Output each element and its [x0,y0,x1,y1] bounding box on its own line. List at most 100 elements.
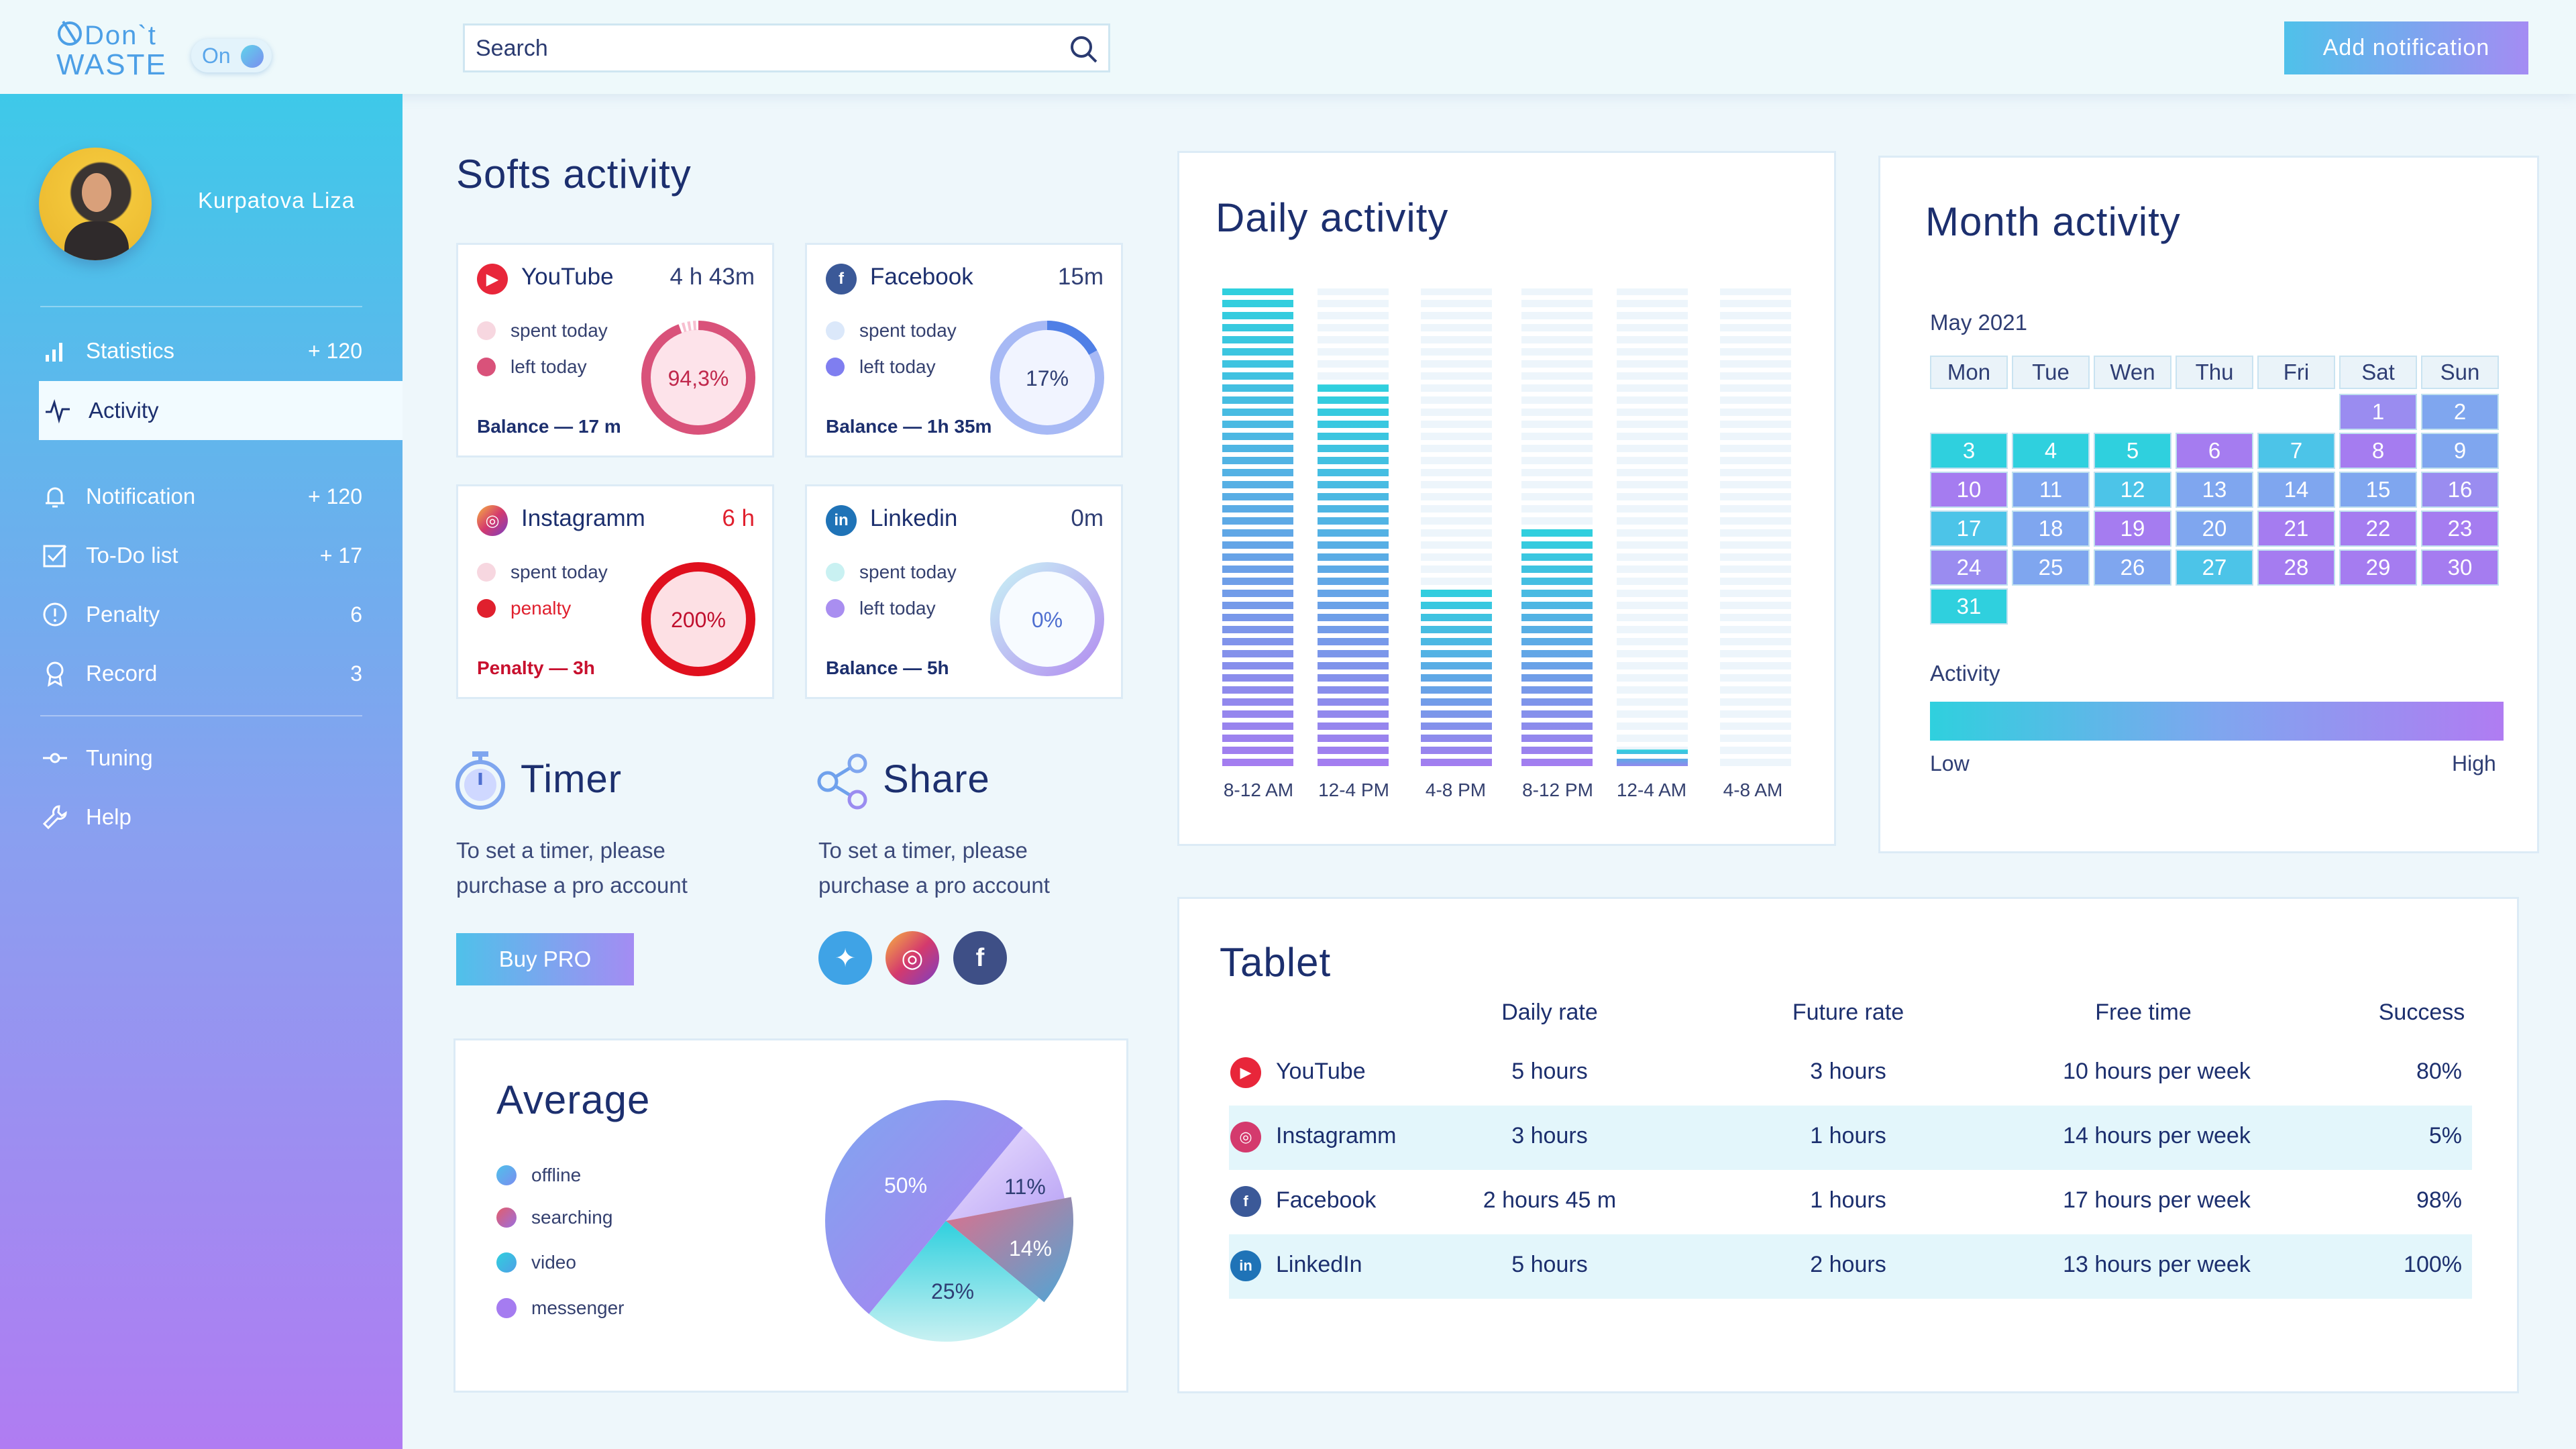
sidebar-item-record[interactable]: Record 3 [40,653,362,694]
usage-ring: 200% [641,562,755,676]
legend-spent: spent today [826,320,957,341]
calendar-day[interactable]: 5 [2094,433,2171,469]
soft-card-instagram[interactable]: ◎ Instagramm 6 h spent today penalty Pen… [456,484,774,699]
add-notification-button[interactable]: Add notification [2284,21,2528,74]
calendar-day[interactable]: 11 [2012,472,2090,508]
calendar-day[interactable]: 13 [2176,472,2253,508]
calendar-day[interactable]: 1 [2339,394,2417,430]
table-row[interactable]: f Facebook 2 hours 45 m 1 hours 17 hours per… [1229,1170,2472,1234]
search-input[interactable] [476,34,1053,63]
ring-progress-arc [641,321,755,435]
calendar-day[interactable]: 2 [2421,394,2499,430]
search-box[interactable] [463,23,1110,72]
bar-stripe [1222,754,1799,759]
calendar-day[interactable]: 21 [2257,511,2335,547]
ring-label: 200% [671,608,726,632]
cell-future-rate: 1 hours [1810,1187,1886,1213]
calendar-day[interactable]: 27 [2176,549,2253,586]
soft-balance: Balance — 5h [826,657,949,678]
bar-stripe [1222,742,1799,747]
calendar-day[interactable]: 23 [2421,511,2499,547]
app-logo[interactable]: Don`t WASTE [54,16,201,80]
youtube-icon: ▶ [477,264,508,294]
avatar[interactable] [39,148,152,260]
calendar-day[interactable]: 28 [2257,549,2335,586]
calendar-day[interactable]: 9 [2421,433,2499,469]
calendar-day[interactable]: 26 [2094,549,2171,586]
weekday-header: Sun [2421,356,2499,389]
ring-progress-arc [641,562,755,676]
on-off-toggle[interactable]: On [191,39,272,72]
sidebar-item-tuning[interactable]: Tuning [40,738,362,778]
soft-card-youtube[interactable]: ▶ YouTube 4 h 43m spent today left today… [456,243,774,458]
search-icon[interactable] [1068,34,1099,64]
cell-app: Facebook [1276,1187,1377,1213]
soft-card-linkedin[interactable]: in Linkedin 0m spent today left today Ba… [805,484,1123,699]
bar-stripe [1222,464,1799,469]
scale-high-label: High [2452,751,2496,775]
calendar-day[interactable]: 3 [1930,433,2008,469]
logo-text-top: Don`t [85,21,157,50]
instagram-share-icon[interactable]: ◎ [885,931,939,985]
soft-card-facebook[interactable]: f Facebook 15m spent today left today Ba… [805,243,1123,458]
bar-stripe [1222,609,1799,614]
table-row[interactable]: in LinkedIn 5 hours 2 hours 13 hours per wee… [1229,1234,2472,1299]
bar-stripe [1222,307,1799,312]
weekday-header: Fri [2257,356,2335,389]
ring-progress-arc [990,321,1104,435]
bar-stripe [1222,440,1799,445]
table-row[interactable]: ▶ YouTube 5 hours 3 hours 10 hours per week 8… [1229,1041,2472,1106]
pie-label-11: 11% [1004,1175,1046,1199]
calendar-day[interactable]: 10 [1930,472,2008,508]
bar-stripe [1222,392,1799,396]
calendar-day[interactable]: 7 [2257,433,2335,469]
bar-stripe [1222,706,1799,710]
calendar-day[interactable]: 14 [2257,472,2335,508]
cell-daily-rate: 5 hours [1511,1059,1588,1084]
table-row[interactable]: ◎ Instagramm 3 hours 1 hours 14 hours per we… [1229,1106,2472,1170]
calendar-day[interactable]: 22 [2339,511,2417,547]
sidebar-item-help[interactable]: Help [40,797,362,837]
sidebar-item-penalty[interactable]: Penalty 6 [40,594,362,635]
ring-label: 94,3% [668,366,729,390]
calendar-day[interactable]: 8 [2339,433,2417,469]
sidebar-item-activity[interactable]: Activity [39,381,402,440]
legend-searching: searching [496,1207,612,1228]
twitter-icon[interactable]: ✦ [818,931,872,985]
calendar-day[interactable]: 16 [2421,472,2499,508]
cell-app: LinkedIn [1276,1252,1362,1277]
calendar-day[interactable]: 6 [2176,433,2253,469]
sidebar-divider [40,306,362,307]
calendar-day[interactable]: 4 [2012,433,2090,469]
timer-desc-line1: To set a timer, please [456,838,665,863]
share-icon[interactable] [816,753,871,810]
calendar-day[interactable]: 19 [2094,511,2171,547]
calendar-day[interactable]: 12 [2094,472,2171,508]
checkbox-icon [40,541,70,570]
calendar-day[interactable]: 31 [1930,588,2008,625]
cell-success: 100% [2404,1252,2462,1277]
calendar-day[interactable]: 24 [1930,549,2008,586]
sidebar-item-count: + 17 [319,543,362,568]
calendar-day[interactable]: 18 [2012,511,2090,547]
calendar-day[interactable]: 29 [2339,549,2417,586]
cell-free-time: 13 hours per week [2063,1252,2251,1277]
bar-label: 4-8 AM [1723,780,1783,800]
calendar-day[interactable]: 20 [2176,511,2253,547]
calendar-day[interactable]: 30 [2421,549,2499,586]
soft-name: Facebook [870,264,973,290]
facebook-share-icon[interactable]: f [953,931,1007,985]
buy-pro-button[interactable]: Buy PRO [456,933,634,985]
sidebar-item-notification[interactable]: Notification + 120 [40,476,362,517]
sidebar-item-statistics[interactable]: Statistics + 120 [40,331,362,371]
calendar-day[interactable]: 25 [2012,549,2090,586]
cell-app: Instagramm [1276,1123,1397,1148]
youtube-icon: ▶ [1230,1057,1261,1088]
calendar-day[interactable]: 15 [2339,472,2417,508]
toggle-knob [241,45,264,68]
bar-stripe [1222,573,1799,578]
sidebar-item-todo[interactable]: To-Do list + 17 [40,535,362,576]
calendar-day[interactable]: 17 [1930,511,2008,547]
weekday-header: Tue [2012,356,2090,389]
toggle-label: On [202,44,231,68]
